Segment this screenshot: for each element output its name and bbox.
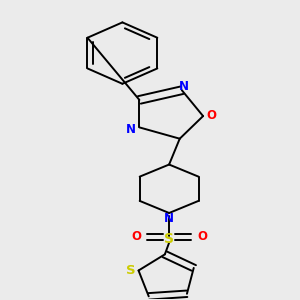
Text: N: N xyxy=(179,80,189,92)
Text: O: O xyxy=(207,109,217,122)
Text: S: S xyxy=(126,264,136,277)
Text: O: O xyxy=(131,230,141,243)
Text: S: S xyxy=(164,232,174,246)
Text: O: O xyxy=(197,230,207,243)
Text: N: N xyxy=(164,212,174,225)
Text: N: N xyxy=(126,122,136,136)
